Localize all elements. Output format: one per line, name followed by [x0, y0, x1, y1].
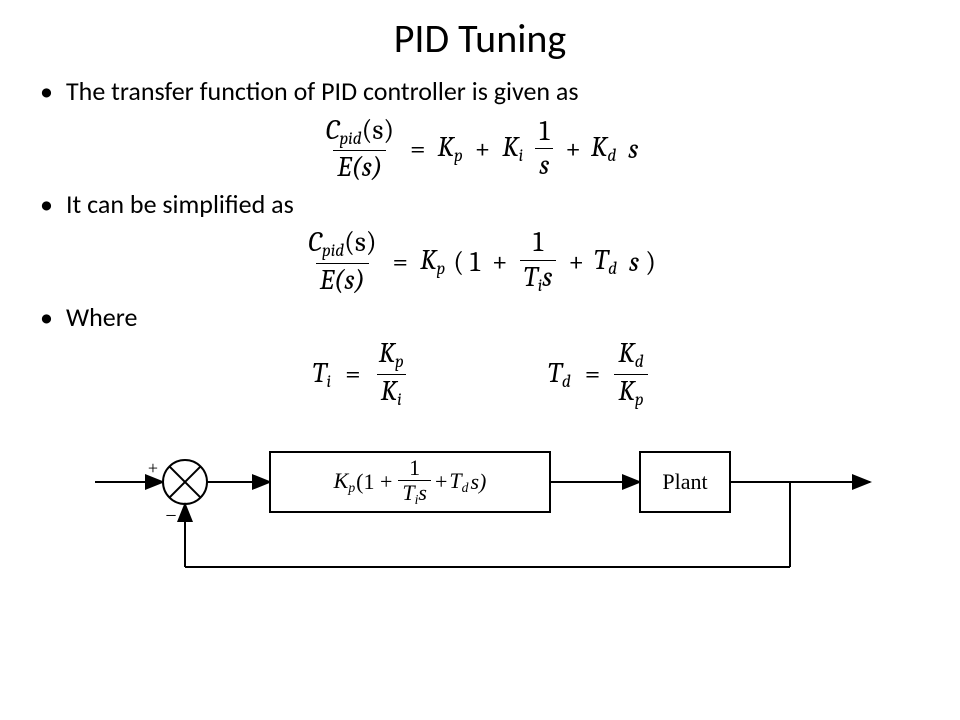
- eq1-Kp-sub: p: [454, 146, 463, 166]
- eq1-den: E(s): [333, 150, 386, 182]
- eq2-frac-num: 1: [529, 228, 547, 259]
- def-Td-den-K: K: [618, 375, 634, 407]
- eq2-num-arg: (s): [344, 226, 376, 258]
- block-diagram-svg: +−PlantKp(1 +1Tis+ Tds): [80, 437, 880, 587]
- def-Ti-T: T: [312, 357, 326, 389]
- eq2-frac-den-T: T: [524, 261, 538, 293]
- def-Ti-eq: =: [345, 358, 361, 390]
- eq2-s: s: [629, 246, 639, 278]
- def-Ti-num-s: p: [395, 352, 404, 372]
- eq1-plus2: +: [565, 133, 581, 165]
- slide: PID Tuning The transfer function of PID …: [0, 0, 960, 720]
- eq2-Kp-K: K: [420, 244, 436, 276]
- def-Td-sub: d: [562, 371, 571, 391]
- def-Td-num-s: d: [635, 352, 644, 372]
- eq1-Ki-sub: i: [519, 146, 524, 166]
- definitions-row: Ti = Kp Ki Td = Kd Kp: [40, 339, 920, 408]
- def-Ti: Ti = Kp Ki: [312, 339, 407, 408]
- equation-2: Cpid(s) E(s) = Kp ( 1 + 1 Tis + Td s ): [40, 226, 920, 294]
- bullet-3: Where: [40, 301, 920, 334]
- eq2-open: (: [453, 246, 464, 278]
- eq2-num-C: C: [308, 226, 322, 258]
- slide-title: PID Tuning: [40, 14, 920, 63]
- eq1-tail-s: s: [628, 133, 638, 165]
- eq1-equals: =: [410, 133, 426, 165]
- eq1-frac-num: 1: [535, 117, 553, 148]
- def-Td-eq: =: [585, 358, 601, 390]
- svg-text:+: +: [148, 458, 158, 478]
- eq2-frac-den-s: s: [542, 261, 552, 293]
- eq1-plus1: +: [475, 133, 491, 165]
- eq1-num-C: C: [326, 114, 340, 146]
- def-Ti-sub: i: [327, 371, 332, 391]
- def-Td-den-s: p: [635, 389, 644, 409]
- eq1-Kp-K: K: [438, 131, 454, 163]
- def-Td-T: T: [548, 357, 562, 389]
- eq2-close: ): [645, 246, 656, 278]
- eq1-Ki-K: K: [502, 131, 518, 163]
- svg-text:Plant: Plant: [662, 469, 707, 494]
- def-Ti-den-s: i: [397, 389, 402, 409]
- eq2-Td-T: T: [594, 244, 608, 276]
- eq1-num-arg: (s): [362, 114, 394, 146]
- equation-1: Cpid(s) E(s) = Kp + Ki 1 s + Kd s: [40, 114, 920, 182]
- eq2-num-sub: pid: [322, 241, 344, 261]
- eq2-den: E(s): [316, 263, 369, 295]
- def-Ti-den-K: K: [381, 375, 397, 407]
- eq1-frac-den: s: [535, 148, 553, 180]
- def-Ti-num-K: K: [379, 337, 395, 369]
- block-diagram: +−PlantKp(1 +1Tis+ Tds): [80, 437, 880, 587]
- eq2-equals: =: [393, 246, 409, 278]
- svg-text:−: −: [165, 505, 176, 527]
- bullet-1: The transfer function of PID controller …: [40, 75, 920, 108]
- eq1-Kd-sub: d: [607, 146, 616, 166]
- eq2-Kp-sub: p: [436, 259, 445, 279]
- def-Td-num-K: K: [618, 337, 634, 369]
- eq1-num-sub: pid: [339, 128, 361, 148]
- eq2-one: 1: [470, 246, 480, 278]
- eq2-plus1: +: [492, 246, 508, 278]
- bullet-2: It can be simplified as: [40, 188, 920, 221]
- eq2-Td-sub: d: [608, 259, 617, 279]
- def-Td: Td = Kd Kp: [548, 339, 648, 408]
- eq2-plus2: +: [568, 246, 584, 278]
- eq1-Kd-K: K: [591, 131, 607, 163]
